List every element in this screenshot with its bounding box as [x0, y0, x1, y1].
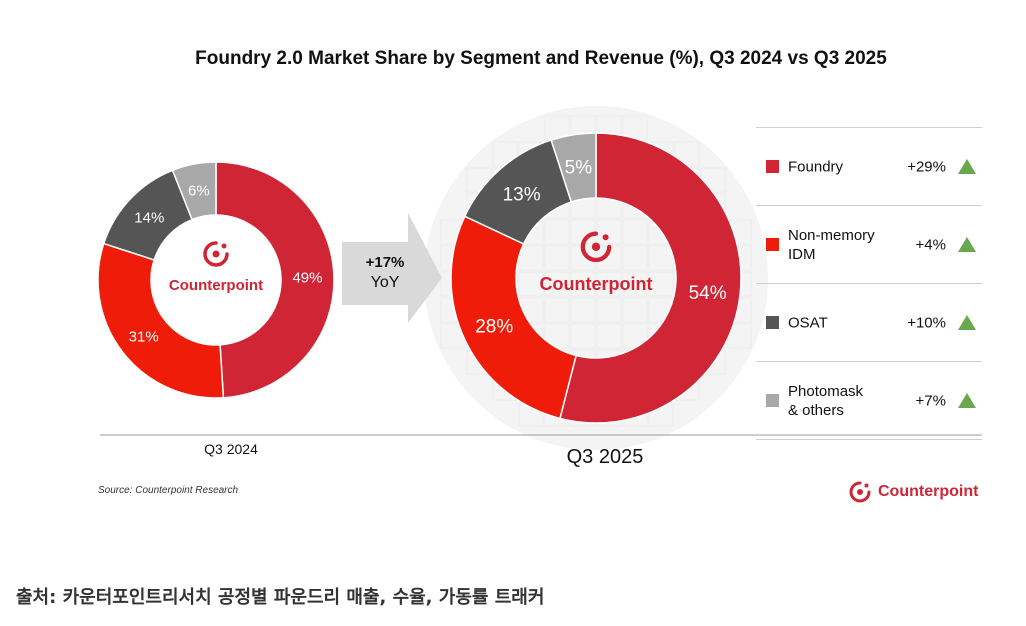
legend-row-osat: OSAT +10% [756, 283, 982, 361]
wafer-die [544, 271, 570, 297]
legend-label-line: Foundry [788, 158, 844, 175]
legend-label: Photomask & others [788, 382, 908, 420]
logo-text: Counterpoint [169, 277, 263, 294]
slice-non-memory-idm [450, 215, 578, 420]
legend-label: Foundry [788, 157, 908, 176]
donut-q3-2024: 49% 31% 14% 6% Counterpoint [97, 161, 335, 399]
wafer-die [570, 323, 596, 349]
logo-dot-icon [212, 250, 220, 258]
logo-text: Counterpoint [540, 274, 653, 294]
triangle-up-icon [958, 158, 976, 174]
slice-photomask-others [550, 132, 597, 203]
center-logo: Counterpoint [540, 231, 653, 294]
wafer-die [570, 297, 596, 323]
legend-label-line: & others [788, 401, 844, 419]
slice-label: 14% [134, 210, 164, 227]
series-label-q3-2024: Q3 2024 [204, 441, 258, 457]
slice-photomask-others [171, 161, 217, 221]
donut-q3-2025: 54% 28% 13% 5% Counterpoint [450, 132, 742, 424]
wafer-die [648, 271, 674, 297]
wafer-die [570, 271, 596, 297]
legend-row-foundry: Foundry +29% [756, 127, 982, 205]
legend: Foundry +29% Non-memory IDM +4% OSAT +10% Photo… [756, 127, 982, 440]
legend-swatch [766, 394, 779, 407]
chart-title: Foundry 2.0 Market Share by Segment and … [195, 48, 887, 69]
legend-swatch [766, 160, 779, 173]
slice-label: 5% [565, 158, 593, 179]
wafer-die [596, 271, 622, 297]
slice-label: 6% [188, 182, 210, 199]
slice-foundry [215, 161, 335, 399]
slice-label: 31% [129, 328, 159, 345]
brand-name: Counterpoint [878, 483, 979, 500]
logo-ring-icon [580, 231, 612, 263]
counterpoint-logo-icon [849, 481, 871, 503]
legend-change-value: +10% [907, 314, 946, 331]
legend-label: OSAT [788, 313, 908, 332]
legend-change-value: +4% [915, 236, 946, 253]
legend-label-line: Non-memory [788, 226, 875, 244]
slice-label: 49% [292, 269, 322, 286]
slice-label: 54% [689, 283, 727, 304]
logo-dot-icon [221, 243, 227, 249]
wafer-die [622, 297, 648, 323]
slice-foundry [559, 132, 742, 424]
legend-label-line: Photomask [788, 382, 864, 400]
yoy-sublabel: YoY [371, 274, 400, 291]
legend-swatch [766, 316, 779, 329]
triangle-up-icon [958, 236, 976, 252]
logo-dot-icon [602, 234, 609, 241]
legend-label-line: OSAT [788, 314, 828, 331]
wafer-die [622, 245, 648, 271]
wafer-die [544, 297, 570, 323]
yoy-arrow: +17% YoY [342, 213, 442, 323]
wafer-die [544, 245, 570, 271]
slice-non-memory-idm [97, 242, 225, 399]
legend-label: Non-memory IDM [788, 226, 908, 264]
wafer-die [622, 271, 648, 297]
slice-label: 13% [503, 184, 541, 205]
source-note: Source: Counterpoint Research [98, 485, 239, 496]
legend-swatch [766, 238, 779, 251]
triangle-up-icon [958, 314, 976, 330]
image-caption: 출처: 카운터포인트리서치 공정별 파운드리 매출, 수율, 가동률 트래커 [16, 587, 545, 608]
wafer-die [596, 323, 622, 349]
slice-label: 28% [475, 317, 513, 338]
wafer-die [622, 219, 648, 245]
legend-change-value: +7% [915, 392, 946, 409]
wafer-die [544, 219, 570, 245]
brand-logo: Counterpoint [848, 480, 978, 504]
legend-row-photomask-others: Photomask & others +7% [756, 361, 982, 440]
triangle-up-icon [958, 392, 976, 408]
center-logo: Counterpoint [169, 241, 263, 294]
legend-label-line: IDM [788, 245, 816, 263]
legend-change-value: +29% [907, 158, 946, 175]
legend-row-non-memory-idm: Non-memory IDM +4% [756, 205, 982, 283]
wafer-die [596, 297, 622, 323]
logo-dot-icon [591, 242, 601, 251]
logo-ring-icon [203, 241, 229, 267]
series-label-q3-2025: Q3 2025 [567, 446, 644, 468]
wafer-die [518, 271, 544, 297]
yoy-value: +17% [366, 254, 405, 271]
